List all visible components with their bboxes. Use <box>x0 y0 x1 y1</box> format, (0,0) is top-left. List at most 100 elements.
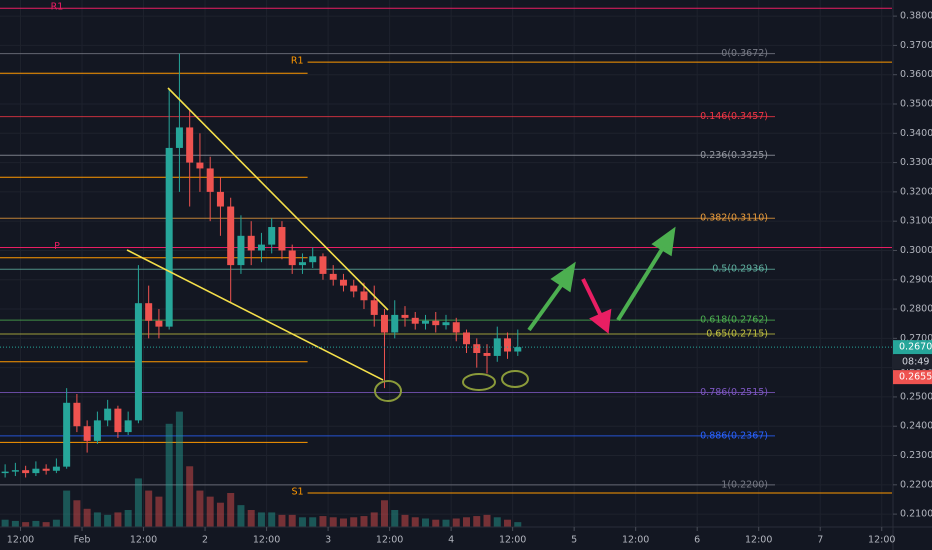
arrow <box>527 278 567 332</box>
volume-bar <box>329 517 337 527</box>
volume-bar <box>93 512 101 527</box>
x-tick-label: 6 <box>694 535 700 546</box>
volume-bar <box>319 516 327 527</box>
highlight-ellipse <box>462 373 496 391</box>
candle-body <box>391 314 399 333</box>
x-tick-label: 5 <box>571 535 577 546</box>
arrow-down <box>581 278 612 334</box>
volume-bar <box>206 496 214 527</box>
x-tick-label: 12:00 <box>7 535 34 546</box>
x-tick-label: 7 <box>817 535 823 546</box>
volume-bar <box>83 508 91 527</box>
pivot-label: R1 <box>291 56 304 67</box>
y-tick-label: 0.2700 <box>900 333 932 344</box>
volume-bar <box>145 490 153 527</box>
y-tick-label: 0.3200 <box>900 186 932 197</box>
candle-body <box>42 468 50 471</box>
fib-label: 0.146(0.3457) <box>700 111 768 122</box>
countdown-label: 08:49 <box>902 357 929 368</box>
volume-bar <box>165 423 173 527</box>
mid-layer <box>1 53 522 527</box>
volume-bar <box>196 490 204 527</box>
candle-body <box>329 273 337 280</box>
candle-body <box>93 420 101 441</box>
y-tick-label: 0.3700 <box>900 40 932 51</box>
volume-bar <box>104 514 112 527</box>
volume-bar <box>268 512 276 527</box>
candle-body <box>514 347 522 352</box>
volume-bar <box>247 510 255 527</box>
candle-body <box>411 317 419 324</box>
arrowhead <box>589 308 612 334</box>
candle-body <box>237 235 245 266</box>
x-tick-label: 12:00 <box>253 535 280 546</box>
x-tick-label: 12:00 <box>622 535 649 546</box>
last-price-label: 0.2670 <box>899 342 932 353</box>
candle-body <box>196 162 204 169</box>
volume-bar <box>514 522 522 527</box>
candle-body <box>63 402 71 467</box>
candle-body <box>319 256 327 274</box>
axes: 0.21000.22000.23000.24000.25000.26000.27… <box>0 11 932 546</box>
volume-bar <box>442 519 450 527</box>
y-tick-label: 0.3400 <box>900 128 932 139</box>
highlight-ellipse <box>374 380 402 402</box>
x-tick-label: 3 <box>325 535 331 546</box>
fib-label: 0.5(0.2936) <box>712 264 768 275</box>
volume-bar <box>339 518 347 527</box>
candle-body <box>350 285 358 292</box>
candle-body <box>473 344 481 353</box>
arrowhead <box>651 226 676 257</box>
y-tick-label: 0.2300 <box>900 450 932 461</box>
volume-bar <box>186 466 194 527</box>
x-tick-label: 12:00 <box>130 535 157 546</box>
fib-label: 1(0.2200) <box>721 479 768 490</box>
volume-bar <box>237 505 245 527</box>
volume-bar <box>216 502 224 527</box>
y-tick-label: 0.3300 <box>900 157 932 168</box>
x-tick-label: 12:00 <box>745 535 772 546</box>
pivot-label: S1 <box>292 487 304 498</box>
candle-body <box>206 168 214 192</box>
candle-body <box>288 250 296 266</box>
volume-bar <box>114 512 122 527</box>
prev-price-label: 0.2655 <box>899 372 932 383</box>
candle-body <box>32 468 40 474</box>
candle-body <box>442 322 450 326</box>
volume-bar <box>288 514 296 527</box>
volume-bar <box>257 512 265 527</box>
candle-body <box>493 338 501 356</box>
volume-bar <box>42 522 50 527</box>
candle-body <box>463 332 471 345</box>
candle-body <box>145 303 153 321</box>
x-tick-label: 12:00 <box>376 535 403 546</box>
countdown-tag <box>893 355 932 370</box>
y-tick-label: 0.2500 <box>900 391 932 402</box>
candle-body <box>83 426 91 441</box>
fib-label: 0.236(0.3325) <box>700 150 768 161</box>
volume-bar <box>32 520 40 527</box>
fib-label: 0.786(0.2515) <box>700 387 768 398</box>
arrow <box>616 244 666 322</box>
candle-body <box>73 402 81 427</box>
volume-bar <box>360 516 368 527</box>
candle-body <box>370 300 378 315</box>
fib-label: 0.382(0.3110) <box>700 213 768 224</box>
arrows-up <box>527 226 676 332</box>
candle-body <box>52 466 60 471</box>
back-layer: R1 P R1 S1 0(0.3672) 0.146(0.3457) 0.236(0.332… <box>0 0 892 527</box>
trendline <box>126 249 384 381</box>
volume-bar <box>134 478 142 527</box>
fib-label: 0.65(0.2715) <box>706 328 768 339</box>
volume-bar <box>155 496 163 527</box>
y-tick-label: 0.3800 <box>900 11 932 22</box>
volume-bar <box>11 520 19 527</box>
candle-body <box>175 127 183 148</box>
volume-bar <box>411 517 419 527</box>
x-tick-label: 12:00 <box>499 535 526 546</box>
volume-bar <box>22 522 30 527</box>
candle-body <box>504 338 512 352</box>
candle-body <box>186 127 194 163</box>
y-tick-label: 0.3500 <box>900 98 932 109</box>
trendline <box>167 87 389 311</box>
